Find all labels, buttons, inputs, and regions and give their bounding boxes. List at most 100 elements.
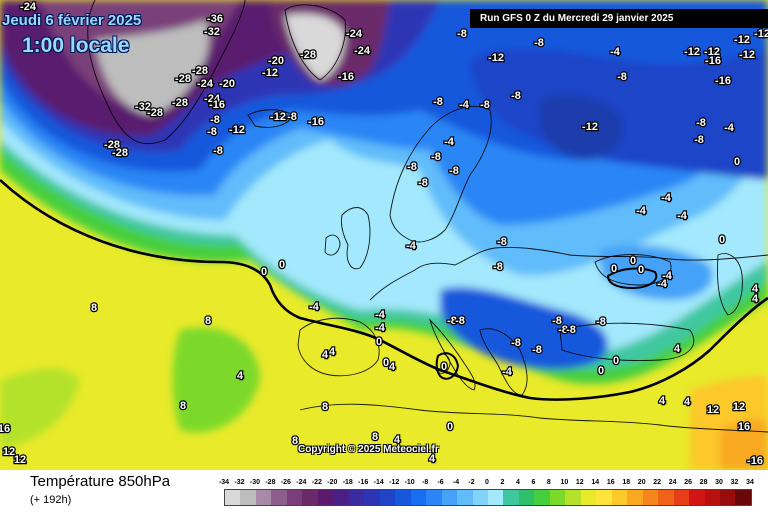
scale-cell <box>658 490 674 505</box>
isotherm-label: -8 <box>558 324 568 336</box>
isotherm-label: -16 <box>308 116 324 128</box>
isotherm-label: -24 <box>20 1 37 13</box>
scale-tick-label: 24 <box>668 479 677 486</box>
scale-tick-label: 2 <box>500 479 505 486</box>
isotherm-label: -8 <box>696 117 706 129</box>
isotherm-label: -4 <box>459 99 470 111</box>
scale-tick-label: -32 <box>234 479 245 486</box>
isotherm-label: -8 <box>511 90 521 102</box>
run-info-banner: Run GFS 0 Z du Mercredi 29 janvier 2025 <box>470 9 768 28</box>
isotherm-label: 4 <box>429 453 436 465</box>
scale-cell <box>379 490 396 505</box>
isotherm-label: -4 <box>657 278 668 290</box>
scale-cell <box>534 490 550 505</box>
isotherm-label: -28 <box>175 73 191 85</box>
scale-tick-label: 6 <box>531 479 536 486</box>
isotherm-label: 0 <box>630 255 636 267</box>
scale-cell <box>410 490 427 505</box>
scale-tick-label: -2 <box>468 479 475 486</box>
isotherm-label: -4 <box>724 122 735 134</box>
isotherm-label: 8 <box>372 431 378 443</box>
isotherm-label: -24 <box>204 93 221 105</box>
scale-tick-label: -4 <box>452 479 460 486</box>
isotherm-label: -36 <box>207 13 223 25</box>
isotherm-label: -24 <box>197 78 214 90</box>
isotherm-label: -4 <box>677 210 688 222</box>
scale-cell <box>704 490 720 505</box>
scale-cell <box>611 490 628 505</box>
zero-degree-isotherm <box>0 179 768 401</box>
scale-cell <box>240 490 256 505</box>
isotherm-label: 0 <box>261 266 267 278</box>
scale-cell <box>596 490 612 505</box>
isotherm-label: -8 <box>566 324 576 336</box>
isotherm-label: -28 <box>104 139 120 151</box>
isotherm-label: 12 <box>3 446 15 458</box>
scale-tick-label: -24 <box>296 479 307 486</box>
isotherm-label: -4 <box>406 240 417 252</box>
isotherm-label: 8 <box>292 435 298 447</box>
scale-cell <box>255 490 272 505</box>
isotherm-label: 0 <box>441 361 447 373</box>
isotherm-label: -12 <box>582 121 598 133</box>
isotherm-label: -8 <box>210 114 220 126</box>
isotherm-label: -16 <box>715 75 731 87</box>
isotherm-label: 0 <box>376 336 382 348</box>
isotherm-label: -4 <box>375 309 386 321</box>
isotherm-label: -12 <box>754 28 768 40</box>
isotherm-label: 0 <box>383 357 389 369</box>
scale-tick-label: 8 <box>546 479 551 486</box>
isotherm-label: -8 <box>455 315 465 327</box>
scale-cell <box>457 490 473 505</box>
zero-isotherm-sardinia <box>435 352 460 380</box>
isotherm-label: -8 <box>497 236 507 248</box>
isotherm-label: 8 <box>180 400 186 412</box>
isotherm-label: 4 <box>752 293 759 305</box>
isotherm-label: -8 <box>493 261 503 273</box>
isotherm-label: -28 <box>192 65 208 77</box>
scale-cell <box>735 490 751 505</box>
isotherm-label: -24 <box>354 45 371 57</box>
scale-tick-label: 16 <box>606 479 615 486</box>
isotherm-label: -28 <box>172 97 188 109</box>
isotherm-label: 0 <box>447 421 453 433</box>
scale-cell <box>580 490 597 505</box>
scale-cell <box>518 490 535 505</box>
forecast-date-title: Jeudi 6 février 2025 <box>2 12 142 29</box>
isotherm-label: -28 <box>147 107 163 119</box>
isotherm-label: -8 <box>431 151 441 163</box>
isotherm-label: 4 <box>322 349 329 361</box>
isotherm-label: 16 <box>738 421 750 433</box>
isotherm-label: -8 <box>457 28 467 40</box>
scale-tick-label: -28 <box>265 479 276 486</box>
isotherm-label: -16 <box>338 71 354 83</box>
isotherm-label: 0 <box>734 156 740 168</box>
scale-cell <box>487 490 504 505</box>
isotherm-label: -8 <box>694 134 704 146</box>
scale-tick-label: 14 <box>591 479 600 486</box>
scale-cell <box>333 490 349 505</box>
isotherm-label: -28 <box>300 49 316 61</box>
isotherm-label: -28 <box>112 147 128 159</box>
scale-cell <box>364 490 380 505</box>
isotherm-label: 8 <box>322 401 328 413</box>
isotherm-label: -12 <box>739 49 755 61</box>
scale-cell <box>302 490 318 505</box>
isotherm-label: 0 <box>598 365 604 377</box>
scale-tick-label: 4 <box>515 479 520 486</box>
scale-cell <box>549 490 566 505</box>
scale-cell <box>565 490 581 505</box>
scale-tick-label: 10 <box>560 479 569 486</box>
scale-tick-label: -6 <box>437 479 444 486</box>
isotherm-label: -24 <box>346 28 363 40</box>
scale-tick-label: 12 <box>575 479 584 486</box>
isotherm-label: -4 <box>610 46 621 58</box>
isotherm-label: -12 <box>262 67 278 79</box>
scale-cell <box>395 490 411 505</box>
scale-tick-label: 34 <box>746 479 754 486</box>
isotherm-value-labels: -24-32-36-24-24-28-20-12 -16-28-28 -24 -20-… <box>0 0 768 468</box>
isotherm-label: -16 <box>705 55 721 67</box>
isotherm-label: 4 <box>752 283 759 295</box>
isotherm-label: 16 <box>0 423 10 435</box>
